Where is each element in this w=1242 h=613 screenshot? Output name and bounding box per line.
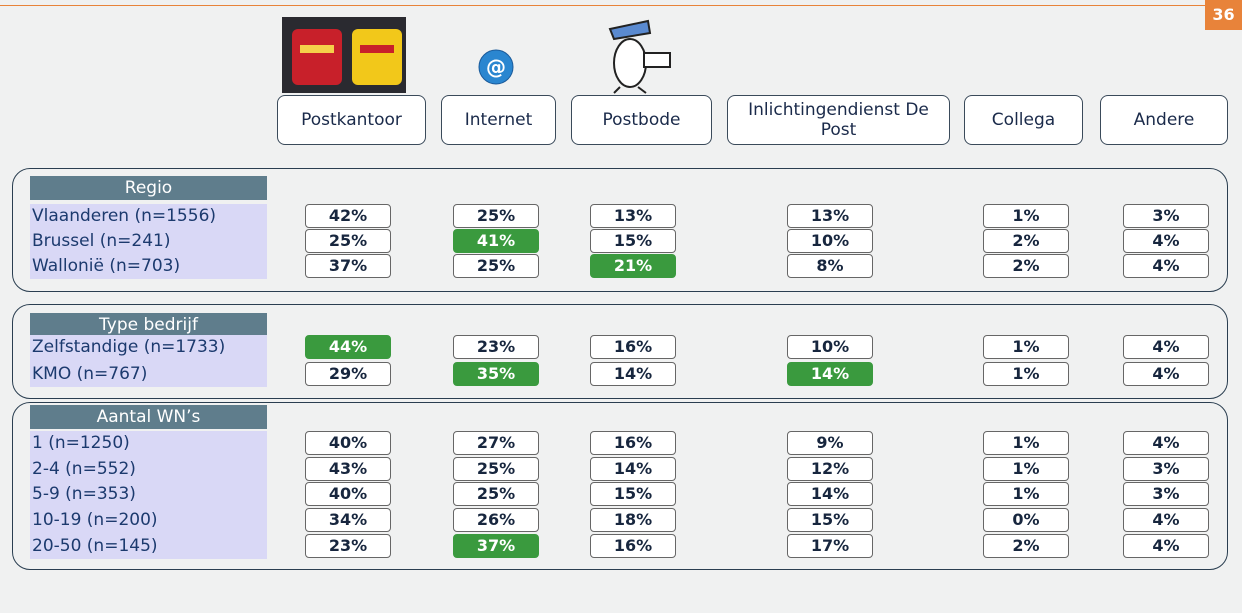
cell: 14%	[787, 482, 873, 506]
cell: 3%	[1123, 482, 1209, 506]
cell: 25%	[453, 482, 539, 506]
highlighted-cell: 14%	[787, 362, 873, 386]
cell: 1%	[983, 204, 1069, 228]
postman-cap	[608, 19, 652, 41]
label-panel	[30, 431, 267, 559]
highlighted-cell: 44%	[305, 335, 391, 359]
cell: 23%	[453, 335, 539, 359]
row-label: Wallonië (n=703)	[32, 256, 181, 276]
cell: 10%	[787, 229, 873, 253]
column-header: Postbode	[571, 95, 712, 145]
highlighted-cell: 35%	[453, 362, 539, 386]
cell: 1%	[983, 457, 1069, 481]
cell: 4%	[1123, 362, 1209, 386]
page-number: 36	[1205, 0, 1242, 30]
cell: 2%	[983, 534, 1069, 558]
row-label: 1 (n=1250)	[32, 433, 130, 453]
row-label: Vlaanderen (n=1556)	[32, 206, 217, 226]
cell: 3%	[1123, 457, 1209, 481]
cell: 40%	[305, 431, 391, 455]
cell: 29%	[305, 362, 391, 386]
cell: 42%	[305, 204, 391, 228]
cell: 10%	[787, 335, 873, 359]
cell: 2%	[983, 254, 1069, 278]
cell: 27%	[453, 431, 539, 455]
slot	[360, 45, 394, 53]
cell: 17%	[787, 534, 873, 558]
cell: 4%	[1123, 254, 1209, 278]
at-icon	[478, 49, 514, 85]
cell: 1%	[983, 335, 1069, 359]
column-header: Postkantoor	[277, 95, 426, 145]
cell: 16%	[590, 534, 676, 558]
cell: 13%	[787, 204, 873, 228]
cell: 1%	[983, 482, 1069, 506]
cell: 8%	[787, 254, 873, 278]
cell: 40%	[305, 482, 391, 506]
column-header: Internet	[441, 95, 556, 145]
cell: 0%	[983, 508, 1069, 532]
cell: 15%	[787, 508, 873, 532]
postman	[613, 38, 647, 88]
cell: 43%	[305, 457, 391, 481]
column-header: Inlichtingendienst De Post	[727, 95, 950, 145]
cell: 18%	[590, 508, 676, 532]
cell: 25%	[453, 457, 539, 481]
cell: 14%	[590, 457, 676, 481]
cell: 1%	[983, 431, 1069, 455]
group-title: Regio	[30, 176, 267, 200]
cell: 12%	[787, 457, 873, 481]
at-sign: @	[486, 55, 506, 79]
letter	[643, 52, 671, 68]
cell: 16%	[590, 431, 676, 455]
group-box	[12, 402, 1228, 570]
label-panel	[30, 204, 267, 279]
row-label: KMO (n=767)	[32, 364, 148, 384]
cell: 34%	[305, 508, 391, 532]
cell: 14%	[590, 362, 676, 386]
highlighted-cell: 41%	[453, 229, 539, 253]
cell: 15%	[590, 229, 676, 253]
cell: 4%	[1123, 534, 1209, 558]
row-label: Brussel (n=241)	[32, 231, 171, 251]
highlighted-cell: 21%	[590, 254, 676, 278]
cell: 4%	[1123, 431, 1209, 455]
row-label: Zelfstandige (n=1733)	[32, 337, 226, 357]
cell: 9%	[787, 431, 873, 455]
group-title: Type bedrijf	[30, 313, 267, 337]
top-rule	[0, 5, 1205, 6]
cell: 4%	[1123, 508, 1209, 532]
cell: 25%	[453, 204, 539, 228]
cell: 13%	[590, 204, 676, 228]
cell: 1%	[983, 362, 1069, 386]
row-label: 20-50 (n=145)	[32, 536, 158, 556]
cell: 26%	[453, 508, 539, 532]
row-label: 5-9 (n=353)	[32, 484, 136, 504]
cell: 4%	[1123, 229, 1209, 253]
cell: 2%	[983, 229, 1069, 253]
cell: 16%	[590, 335, 676, 359]
group-box	[12, 168, 1228, 292]
cell: 15%	[590, 482, 676, 506]
cell: 3%	[1123, 204, 1209, 228]
column-header: Collega	[964, 95, 1083, 145]
label-panel	[30, 335, 267, 387]
group-title: Aantal WN’s	[30, 405, 267, 429]
cell: 25%	[453, 254, 539, 278]
group-box	[12, 304, 1228, 399]
row-label: 10-19 (n=200)	[32, 510, 158, 530]
row-label: 2-4 (n=552)	[32, 459, 136, 479]
cell: 37%	[305, 254, 391, 278]
cell: 4%	[1123, 335, 1209, 359]
column-header: Andere	[1100, 95, 1228, 145]
highlighted-cell: 37%	[453, 534, 539, 558]
cell: 25%	[305, 229, 391, 253]
slot	[300, 45, 334, 53]
red-mailbox	[292, 29, 342, 85]
cell: 23%	[305, 534, 391, 558]
postman-feet	[613, 86, 647, 94]
icons: @	[282, 17, 671, 94]
yellow-mailbox	[352, 29, 402, 85]
